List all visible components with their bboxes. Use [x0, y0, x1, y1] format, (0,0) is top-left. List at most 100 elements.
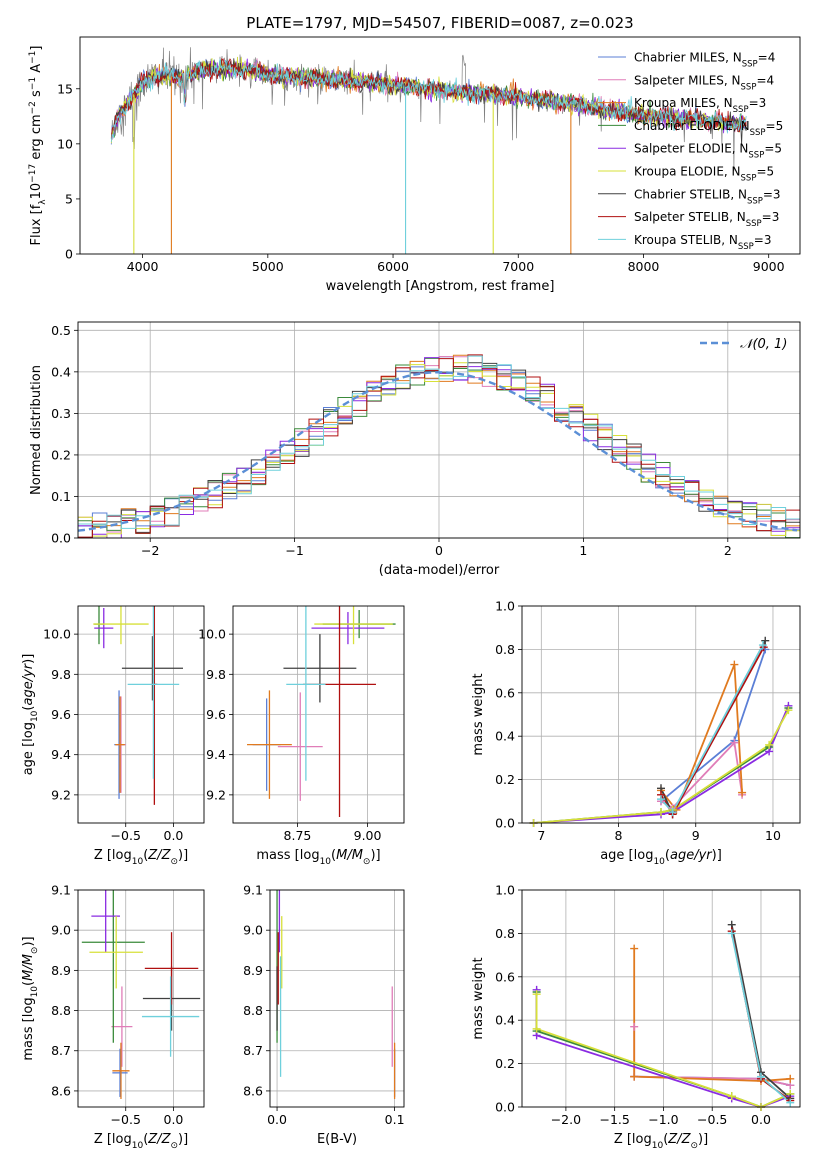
x-tick-label: 10 [765, 828, 781, 843]
y-tick-label: 9.1 [243, 883, 263, 898]
y-tick-label: 0.8 [495, 642, 515, 657]
legend-label: Chabrier ELODIE, NSSP=5 [634, 119, 783, 138]
x-tick-label: 9 [692, 828, 700, 843]
x-axis-label: Z [log10(Z/Z⊙)] [94, 1132, 188, 1151]
mass-weight-marker [786, 1074, 795, 1083]
mass_vs_Z-frame [77, 889, 205, 1108]
mass-weight-marker [730, 738, 739, 747]
spectrum-frame [79, 36, 801, 255]
legend-label: Kroupa STELIB, NSSP=3 [634, 233, 772, 252]
y-tick-label: 9.6 [51, 707, 71, 722]
x-tick-label: −0.5 [111, 1112, 141, 1127]
mass-weight-marker [756, 1072, 765, 1081]
y-tick-label: 9.6 [206, 707, 226, 722]
age_vs_mass-axes: 8.75 9.00 9.2 9.4 9.6 9.8 10.0 mass [log10(M/M⊙… [198, 605, 405, 867]
mass-weight-line [633, 948, 791, 1082]
figure-title: PLATE=1797, MJD=54507, FIBERID=0087, z=0… [246, 14, 633, 32]
y-tick-label: 8.8 [243, 1003, 263, 1018]
x-tick-label: −2.0 [551, 1112, 581, 1127]
y-tick-label: 0.3 [51, 406, 71, 421]
x-tick-label: 7000 [502, 259, 534, 274]
mass-weight-marker [730, 660, 739, 669]
x-axis-label: E(B-V) [317, 1132, 357, 1147]
x-tick-label: −1.0 [648, 1112, 678, 1127]
y-tick-label: 9.2 [51, 787, 71, 802]
x-tick-label: 2 [724, 543, 732, 558]
mass-weight-marker [532, 990, 541, 999]
y-tick-label: 9.0 [243, 923, 263, 938]
y-tick-label: 5 [65, 191, 73, 206]
y-tick-label: 0.2 [495, 772, 515, 787]
age_vs_mass-frame [232, 605, 405, 824]
mass_weight_vs_age-axes: 7 8 9 10 0.0 0.2 0.4 0.6 0.8 1.0 age [log10(age/yr… [471, 599, 801, 867]
spectrum-model-line [110, 58, 747, 143]
x-tick-label: 8000 [628, 259, 660, 274]
legend-label: Kroupa MILES, NSSP=3 [634, 96, 766, 115]
y-tick-label: 0.6 [495, 685, 515, 700]
mass_vs_EBV-plot-area [276, 890, 396, 1099]
mass-weight-line [660, 664, 743, 812]
y-axis-label: Normed distribution [29, 365, 44, 495]
y-tick-label: 15 [57, 81, 73, 96]
x-axis-label: age [log10(age/yr)] [600, 848, 722, 867]
mass_vs_Z-plot-area [81, 890, 201, 1099]
legend-label: Chabrier STELIB, NSSP=3 [634, 187, 781, 206]
x-tick-label: 0.1 [385, 1112, 405, 1127]
legend-label: Chabrier MILES, NSSP=4 [634, 51, 775, 70]
x-tick-label: −2 [141, 543, 159, 558]
x-tick-label: 9000 [753, 259, 785, 274]
y-tick-label: 10.0 [43, 627, 71, 642]
y-tick-label: 0.5 [51, 323, 71, 338]
mass-weight-marker [630, 1072, 639, 1081]
y-tick-label: 0.2 [495, 1056, 515, 1071]
x-tick-label: 5000 [252, 259, 284, 274]
mass-weight-marker [657, 808, 665, 817]
mass_vs_Z-axes: −0.5 0.0 8.6 8.7 8.8 8.9 9.0 9.1 Z [log10(Z/Z⊙)]… [21, 883, 205, 1151]
mass-weight-marker [784, 706, 793, 715]
mass-weight-marker [727, 1092, 736, 1101]
y-tick-label: 0.4 [51, 364, 71, 379]
mass-weight-marker [630, 1022, 639, 1031]
mass_weight_vs_Z-frame [521, 889, 801, 1108]
x-tick-label: 0.0 [267, 1112, 287, 1127]
y-tick-label: 9.1 [51, 883, 71, 898]
residual-histogram [78, 355, 800, 538]
y-axis-label: Flux [fλ10−17 erg cm−2 s−1 A−1] [28, 46, 48, 246]
spectrum-plot-area [110, 47, 747, 254]
y-tick-label: 0.8 [495, 926, 515, 941]
y-axis-label: mass weight [471, 957, 486, 1039]
legend-label: 𝒩(0, 1) [740, 337, 787, 352]
residuals-frame [77, 321, 801, 539]
x-axis-label: Z [log10(Z/Z⊙)] [94, 848, 188, 867]
y-tick-label: 8.6 [51, 1083, 71, 1098]
y-tick-label: 0.2 [51, 447, 71, 462]
y-tick-label: 10.0 [198, 627, 226, 642]
x-tick-label: 4000 [127, 259, 159, 274]
x-tick-label: −1 [285, 543, 303, 558]
x-tick-label: 0.0 [164, 1112, 184, 1127]
mass_weight_vs_Z-axes: −2.0 −1.5 −1.0 −0.5 0.0 0.0 0.2 0.4 0.6 0.8 1.0 Z [… [471, 883, 801, 1151]
y-tick-label: 0.0 [495, 816, 515, 831]
x-tick-label: 0.0 [751, 1112, 771, 1127]
y-axis-label: mass weight [471, 673, 486, 755]
y-tick-label: 8.7 [243, 1043, 263, 1058]
mass-weight-marker [727, 929, 736, 938]
x-tick-label: 7 [537, 828, 545, 843]
x-tick-label: −0.5 [111, 828, 141, 843]
spectrum-legend: Chabrier MILES, NSSP=4 Salpeter MILES, NS… [598, 51, 783, 252]
residual-legend: 𝒩(0, 1) [700, 337, 787, 352]
mass-weight-marker [786, 1098, 795, 1107]
normal-curve [78, 371, 798, 532]
mass-weight-marker [657, 795, 665, 804]
y-axis-label: mass [log10(M/M⊙)] [21, 936, 40, 1060]
x-tick-label: 9.00 [354, 828, 382, 843]
spectrum-axes: 4000 5000 6000 7000 8000 9000 0 5 10 15 wavelength… [28, 36, 801, 294]
mass-weight-marker [761, 636, 770, 645]
x-axis-label: wavelength [Angstrom, rest frame] [326, 279, 555, 294]
x-axis-label: Z [log10(Z/Z⊙)] [614, 1132, 708, 1151]
residuals-axes: −2 −1 0 1 2 0.0 0.1 0.2 0.3 0.4 0.5 (data-model)/er… [29, 321, 801, 578]
x-tick-label: −0.5 [697, 1112, 727, 1127]
age_vs_mass-plot-area [247, 606, 396, 817]
y-tick-label: 9.4 [206, 747, 226, 762]
residuals-plot-area [78, 354, 800, 538]
